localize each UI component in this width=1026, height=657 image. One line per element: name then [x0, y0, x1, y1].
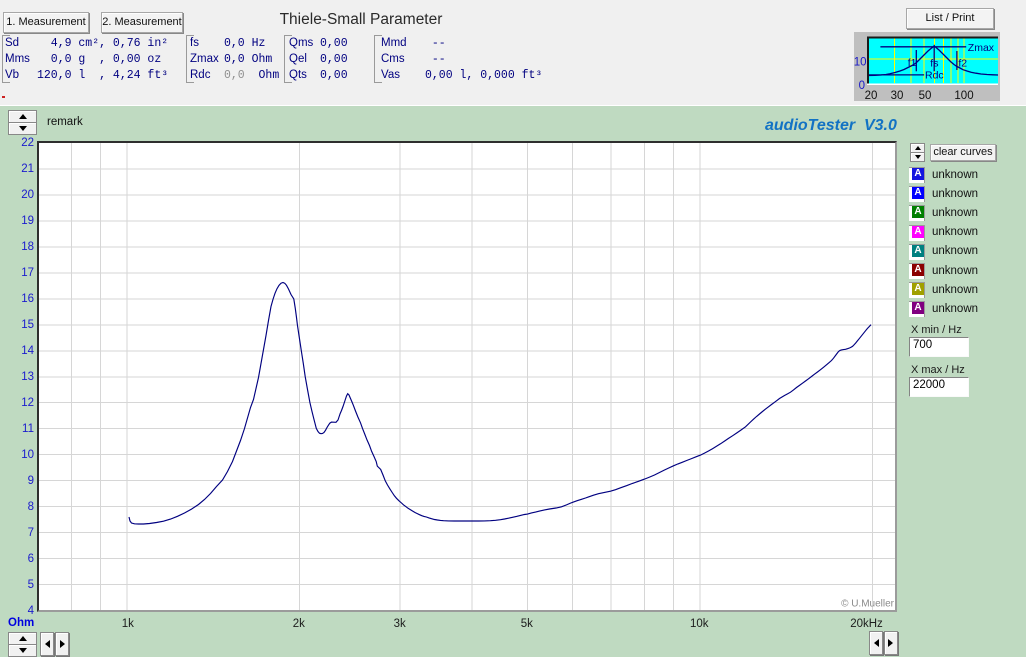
svg-text:10: 10	[854, 57, 867, 69]
svg-text:© U.Mueller: © U.Mueller	[841, 598, 895, 609]
svg-text:f2: f2	[958, 58, 967, 70]
svg-text:f1: f1	[908, 57, 917, 69]
svg-text:20: 20	[865, 90, 878, 101]
svg-text:fs: fs	[930, 58, 938, 70]
svg-text:Zmax: Zmax	[968, 42, 995, 54]
svg-text:30: 30	[891, 90, 904, 101]
svg-text:Rdc: Rdc	[925, 69, 944, 81]
svg-text:0: 0	[859, 80, 865, 92]
svg-text:100: 100	[954, 90, 973, 101]
svg-text:50: 50	[919, 90, 932, 101]
